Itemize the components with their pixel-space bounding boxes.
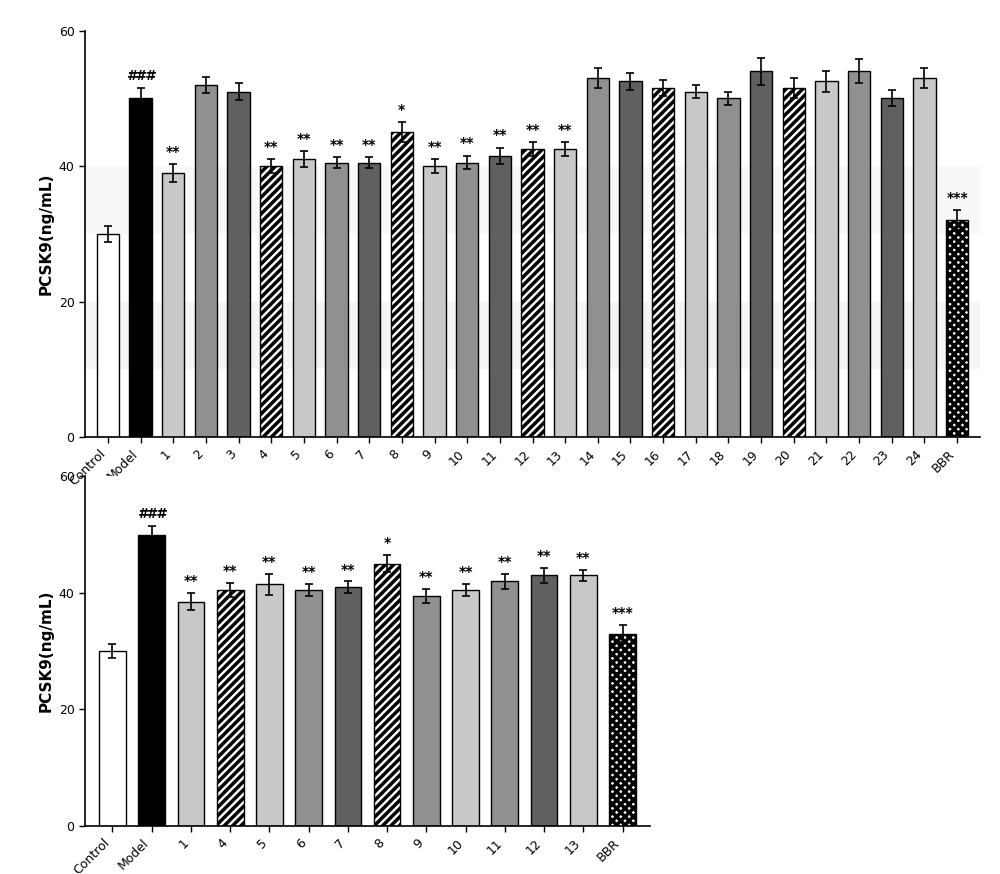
Text: **: ** [525,123,540,137]
Bar [619,81,642,437]
Bar [99,651,126,826]
Text: **: ** [301,565,316,579]
Bar [750,72,772,437]
Bar [652,88,674,437]
Bar [391,132,413,437]
Text: **: ** [493,128,507,142]
Bar [217,590,244,826]
Bar [374,564,400,826]
Bar [946,220,968,437]
Y-axis label: PCSK9(ng/mL): PCSK9(ng/mL) [38,172,53,295]
Bar [325,163,348,437]
Text: **: ** [558,123,572,137]
Bar [138,535,165,826]
Text: **: ** [223,565,237,579]
Bar [531,575,557,826]
Bar [685,92,707,437]
Bar [587,78,609,437]
Text: ###: ### [137,507,166,521]
Text: **: ** [576,551,591,565]
Text: **: ** [297,132,311,146]
Text: **: ** [498,555,512,569]
Text: **: ** [341,563,355,577]
Text: **: ** [460,136,474,150]
Bar [570,575,597,826]
Text: **: ** [329,138,344,152]
Text: **: ** [458,565,473,579]
Bar [295,590,322,826]
Text: *: * [383,537,391,551]
Bar [97,233,119,437]
Bar [195,85,217,437]
Text: ***: *** [612,607,633,621]
Bar [456,163,478,437]
Text: **: ** [537,549,551,563]
Bar [256,584,283,826]
Text: *: * [398,102,405,116]
Bar [717,98,740,437]
Bar [491,581,518,826]
Bar [783,88,805,437]
Bar [521,149,544,437]
Bar [260,166,282,437]
Bar [335,587,361,826]
Bar [881,98,903,437]
Bar [815,81,838,437]
Bar [489,156,511,437]
Bar [162,173,184,437]
Bar [227,92,250,437]
Text: **: ** [419,570,434,584]
Bar [85,302,980,369]
Bar [848,72,870,437]
Y-axis label: PCSK9(ng/mL): PCSK9(ng/mL) [38,590,53,712]
Text: **: ** [262,555,277,569]
Bar [609,634,636,826]
Bar [85,166,980,233]
Bar [554,149,576,437]
Bar [423,166,446,437]
Bar [358,163,380,437]
Text: ***: *** [946,191,968,205]
Text: ###: ### [126,69,155,83]
Bar [413,596,440,826]
Text: **: ** [427,140,442,154]
Bar [293,159,315,437]
Text: **: ** [264,140,278,154]
Bar [129,98,152,437]
Bar [452,590,479,826]
Text: **: ** [166,144,180,158]
Bar [178,601,204,826]
Text: **: ** [184,574,198,588]
Text: **: ** [362,138,376,152]
Bar [913,78,936,437]
